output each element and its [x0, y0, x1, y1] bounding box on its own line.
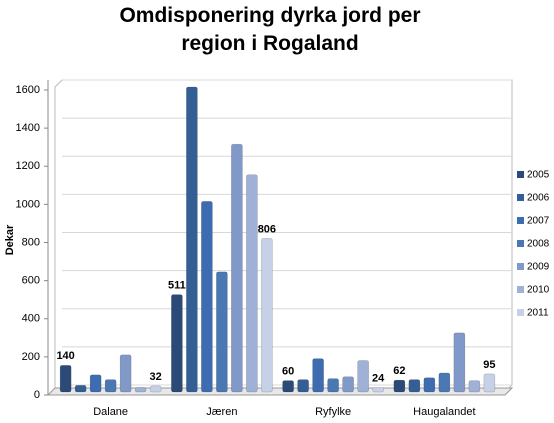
legend-swatch [517, 240, 524, 247]
x-tick-label: Jæren [206, 406, 237, 418]
bar [186, 86, 198, 393]
y-tick-label: 200 [22, 351, 40, 363]
data-label: 62 [393, 365, 405, 377]
bar [327, 378, 339, 393]
legend-label: 2005 [527, 170, 550, 181]
legend-swatch [517, 309, 524, 316]
bar [231, 143, 243, 393]
data-label: 95 [483, 359, 495, 371]
bar [149, 385, 162, 393]
back-wall [54, 79, 513, 393]
bar [357, 360, 369, 393]
x-tick-label: Dalane [93, 406, 128, 418]
bar [372, 387, 384, 393]
data-label: 511 [168, 279, 186, 291]
y-tick-label: 1400 [16, 122, 40, 134]
bar [89, 374, 102, 393]
data-label: 806 [258, 223, 276, 235]
bar [216, 271, 228, 393]
y-tick-label: 1200 [16, 160, 40, 172]
bar [134, 386, 147, 393]
legend-swatch [517, 194, 524, 201]
bar [423, 377, 436, 393]
bar [104, 379, 117, 393]
x-tick-label: Ryfylke [315, 406, 351, 418]
y-tick-label: 800 [22, 236, 40, 248]
bar [312, 358, 324, 393]
legend-label: 2007 [527, 216, 550, 227]
y-tick-label: 1000 [16, 198, 40, 210]
legend-swatch [517, 171, 524, 178]
bar [74, 385, 87, 393]
data-label: 24 [372, 372, 385, 384]
bar [393, 379, 406, 393]
bar [201, 201, 213, 393]
bar [119, 354, 132, 393]
y-tick-label: 400 [22, 313, 40, 325]
legend-label: 2006 [527, 193, 550, 204]
y-axis-label: Dekar [4, 224, 16, 255]
bar [297, 379, 309, 393]
x-tick-label: Haugalandet [413, 406, 475, 418]
bar [468, 380, 481, 393]
legend-swatch [517, 286, 524, 293]
y-tick-label: 1600 [16, 84, 40, 96]
data-label: 32 [150, 371, 162, 383]
legend-label: 2011 [527, 308, 549, 319]
chart-title: Omdisponering dyrka jord per region i Ro… [119, 4, 421, 55]
bar [261, 238, 273, 393]
y-tick-label: 600 [22, 275, 40, 287]
bar [483, 373, 496, 393]
y-tick-label: 0 [34, 389, 40, 401]
bar [342, 376, 354, 393]
legend-label: 2009 [527, 262, 550, 273]
legend-swatch [517, 217, 524, 224]
legend-label: 2010 [527, 285, 550, 296]
data-label: 140 [56, 350, 74, 362]
bar [171, 294, 183, 393]
bar [246, 174, 258, 393]
bar [282, 380, 294, 393]
bar [408, 379, 421, 393]
bar [59, 365, 72, 393]
legend-label: 2008 [527, 239, 550, 250]
data-label: 60 [282, 365, 294, 377]
bar [453, 332, 466, 393]
legend-swatch [517, 263, 524, 270]
bar [438, 372, 451, 393]
